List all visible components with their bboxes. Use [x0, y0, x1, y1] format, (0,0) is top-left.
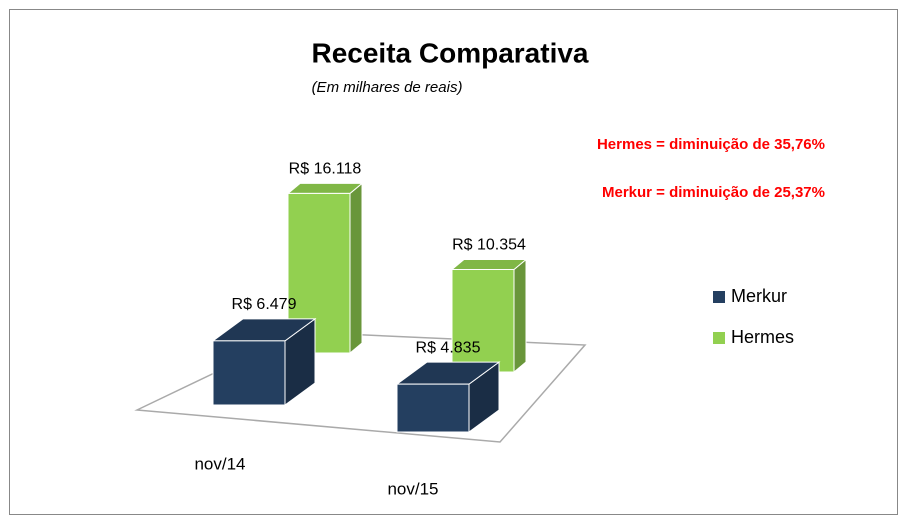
annotation: Hermes = diminuição de 35,76% [597, 136, 825, 153]
bar-side [349, 182, 363, 355]
bar-front [396, 383, 470, 433]
legend-label: Merkur [731, 286, 787, 306]
bar [395, 361, 501, 433]
annotation: Merkur = diminuição de 25,37% [602, 184, 825, 201]
data-label: R$ 10.354 [452, 237, 526, 254]
bar-top [286, 182, 364, 194]
data-label: R$ 4.835 [416, 339, 481, 356]
bar [211, 317, 317, 406]
legend-swatch [713, 332, 725, 344]
bar-front [451, 268, 515, 373]
chart-title: Receita Comparativa [311, 37, 588, 68]
bar [450, 258, 528, 374]
bar-side [513, 258, 527, 374]
x-tick-label: nov/14 [194, 454, 245, 473]
legend-swatch [713, 291, 725, 303]
data-label: R$ 6.479 [232, 296, 297, 313]
legend-label: Hermes [731, 327, 794, 347]
data-label: R$ 16.118 [289, 161, 362, 178]
bar-front [212, 340, 286, 406]
chart-subtitle: (Em milhares de reais) [312, 79, 463, 96]
x-tick-label: nov/15 [387, 479, 438, 498]
bar-top [450, 258, 528, 270]
